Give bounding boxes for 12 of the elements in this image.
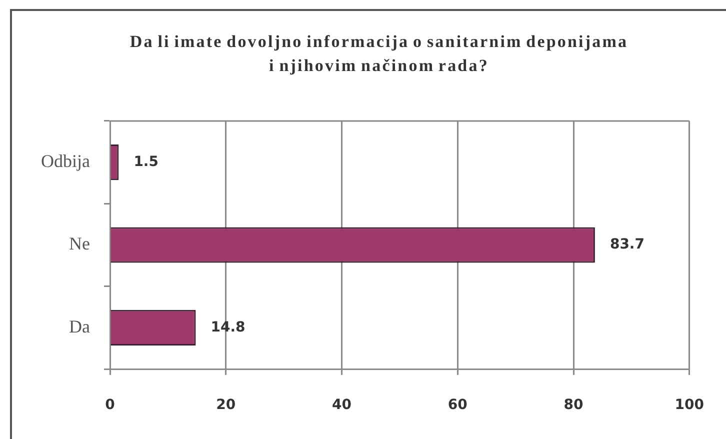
y-tick-label: Odbija (41, 151, 90, 172)
x-tick-label: 20 (216, 397, 236, 414)
x-tick-label: 60 (448, 397, 468, 414)
x-tick-label: 100 (674, 397, 704, 414)
x-tick-label: 0 (105, 397, 116, 414)
y-tick-label: Ne (69, 234, 90, 254)
chart-title: Da li imate dovoljno informacija o sanitarnim deponijama i njihovim načinom rada? (128, 31, 630, 77)
x-tick-label: 80 (564, 397, 584, 414)
data-label: 83.7 (610, 236, 644, 253)
data-label: 1.5 (134, 154, 159, 170)
x-tick-label: 40 (332, 397, 352, 414)
y-tick-label: Da (69, 316, 90, 336)
